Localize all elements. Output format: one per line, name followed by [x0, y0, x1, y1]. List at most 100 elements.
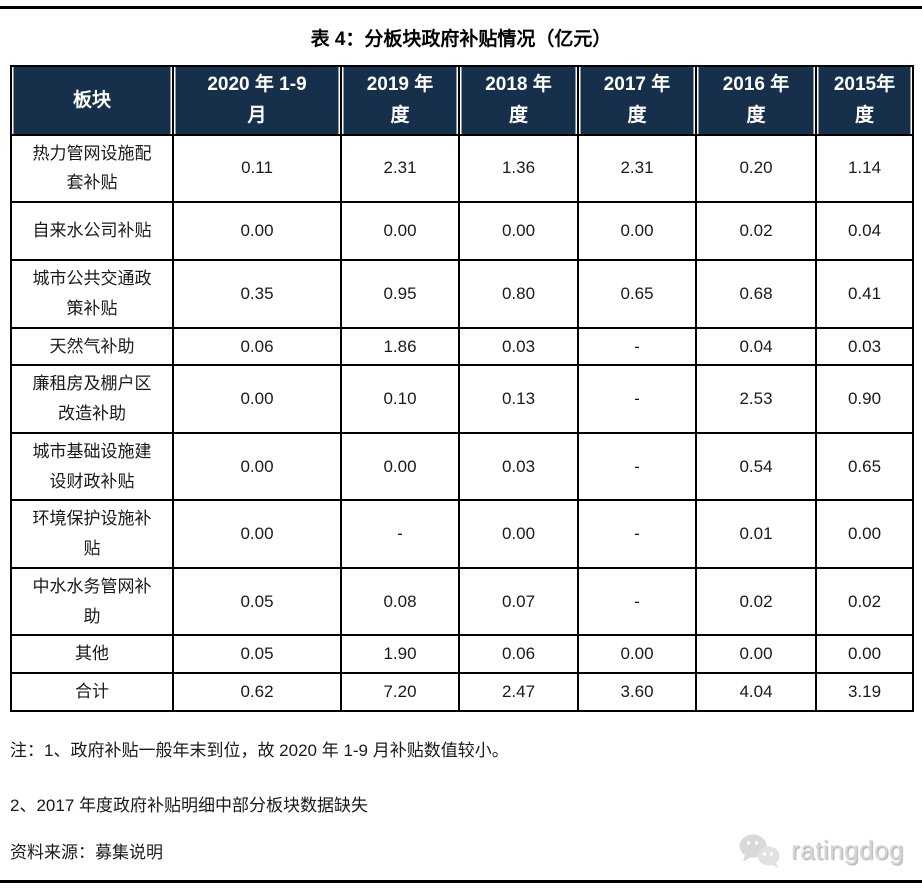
- header-label-line1: 2018 年: [485, 74, 552, 95]
- value-cell: -: [577, 364, 697, 434]
- header-cell-2017: 2017 年度: [577, 65, 696, 136]
- value-cell: 1.86: [340, 326, 460, 367]
- value-cell: 0.00: [815, 499, 914, 569]
- value-cell: 0.03: [815, 326, 914, 367]
- header-cell-2015: 2015年度: [815, 65, 914, 136]
- header-cell-2020-1-9: 2020 年 1-9 月: [172, 65, 341, 136]
- value-cell: 0.03: [458, 431, 579, 502]
- header-label-line1: 2019 年: [366, 74, 434, 95]
- row-label: 自来水公司补贴: [10, 201, 174, 262]
- value-cell: 0.02: [815, 566, 914, 637]
- top-divider: [0, 6, 922, 9]
- table-row: 自来水公司补贴 0.00 0.00 0.00 0.00 0.02 0.04: [10, 201, 914, 262]
- value-cell: 0.03: [458, 326, 579, 367]
- value-cell: 0.35: [172, 259, 342, 329]
- header-label-line2: 度: [390, 105, 410, 127]
- value-cell: -: [577, 431, 697, 502]
- ratingdog-logo: ratingdog: [736, 832, 904, 870]
- value-cell: 0.00: [815, 634, 914, 675]
- value-cell: 0.10: [340, 364, 460, 434]
- ratingdog-logo-text: ratingdog: [791, 835, 904, 866]
- value-cell: 0.00: [340, 201, 460, 262]
- row-label: 城市公共交通政策补贴: [10, 259, 174, 329]
- value-cell: -: [340, 499, 460, 569]
- header-row: 板块 2020 年 1-9 月 2019 年度 2018 年度 2017 年度 2016 …: [10, 65, 914, 136]
- value-cell: 1.14: [815, 133, 914, 204]
- value-cell: 0.54: [695, 431, 817, 502]
- header-label: 板块: [72, 89, 111, 111]
- table-row: 环境保护设施补贴 0.00-0.00-0.01 0.00: [10, 499, 914, 569]
- table-title: 表 4：分板块政府补贴情况（亿元）: [310, 29, 612, 50]
- value-cell: 2.53: [695, 364, 817, 434]
- table-row: 天然气补助 0.06 1.86 0.03-0.04 0.03: [10, 326, 914, 367]
- value-cell: 0.04: [815, 201, 914, 262]
- table-row: 城市公共交通政策补贴 0.35 0.95 0.80 0.65 0.68 0.41: [10, 259, 914, 329]
- table-row: 合计 0.62 7.20 2.47 3.60 4.04 3.19: [10, 672, 914, 712]
- value-cell: 4.04: [695, 672, 817, 712]
- ratingdog-dog-icon: [739, 834, 780, 868]
- table-row: 中水水务管网补助 0.05 0.08 0.07-0.02 0.02: [10, 566, 914, 637]
- table-row: 其他 0.05 1.90 0.06 0.00 0.00 0.00: [10, 634, 914, 675]
- value-cell: -: [577, 566, 697, 637]
- source-text: 资料来源：募集说明: [10, 843, 163, 863]
- value-cell: 0.05: [172, 566, 342, 637]
- header-label-line1: 2020 年 1-9: [207, 74, 307, 95]
- value-cell: 0.04: [695, 326, 817, 367]
- header-label-line1: 2015年: [833, 74, 896, 95]
- row-label: 热力管网设施配套补贴: [10, 133, 174, 204]
- header-label-line2: 月: [247, 105, 267, 127]
- row-label: 天然气补助: [10, 326, 174, 367]
- value-cell: 0.00: [340, 431, 460, 502]
- bottom-divider: [0, 879, 922, 883]
- value-cell: 0.95: [340, 259, 460, 329]
- source-row: 资料来源：募集说明 ratingdog: [10, 832, 912, 870]
- table-row: 热力管网设施配套补贴 0.11 2.31 1.36 2.31 0.20 1.14: [10, 133, 914, 204]
- header-label-line1: 2016 年: [722, 74, 790, 95]
- value-cell: 0.05: [172, 634, 342, 675]
- value-cell: 7.20: [340, 672, 460, 712]
- value-cell: 0.41: [815, 259, 914, 329]
- value-cell: 0.00: [172, 364, 342, 434]
- table-row: 廉租房及棚户区改造补助 0.00 0.10 0.13-2.53 0.90: [10, 364, 914, 434]
- value-cell: 0.00: [577, 634, 697, 675]
- row-label: 廉租房及棚户区改造补助: [10, 364, 174, 434]
- header-cell-2018: 2018 年度: [458, 65, 578, 136]
- value-cell: 0.00: [172, 431, 342, 502]
- header-cell-2016: 2016 年度: [695, 65, 816, 136]
- value-cell: 3.60: [577, 672, 697, 712]
- value-cell: -: [577, 326, 697, 367]
- header-label-line2: 度: [746, 105, 766, 127]
- value-cell: 0.06: [458, 634, 579, 675]
- value-cell: 0.02: [695, 566, 817, 637]
- value-cell: 0.90: [815, 364, 914, 434]
- value-cell: 0.01: [695, 499, 817, 569]
- value-cell: 0.00: [695, 634, 817, 675]
- header-label-line2: 度: [854, 105, 874, 127]
- header-cell-segment: 板块: [10, 65, 173, 136]
- header-label-line2: 度: [508, 105, 528, 127]
- row-label: 城市基础设施建设财政补贴: [10, 431, 174, 502]
- value-cell: 0.06: [172, 326, 342, 367]
- row-label: 合计: [10, 672, 174, 712]
- value-cell: 0.13: [458, 364, 579, 434]
- value-cell: 0.80: [458, 259, 579, 329]
- row-label: 中水水务管网补助: [10, 566, 174, 637]
- value-cell: 0.20: [695, 133, 817, 204]
- value-cell: 0.07: [458, 566, 579, 637]
- value-cell: 0.65: [577, 259, 697, 329]
- subsidy-table: 板块 2020 年 1-9 月 2019 年度 2018 年度 2017 年度 2016 …: [10, 65, 914, 712]
- value-cell: 2.31: [340, 133, 460, 204]
- value-cell: 1.90: [340, 634, 460, 675]
- header-label-line2: 度: [627, 105, 647, 127]
- value-cell: 0.00: [577, 201, 697, 262]
- note-1: 注：1、政府补贴一般年末到位，故 2020 年 1-9 月补贴数值较小。: [10, 740, 509, 760]
- value-cell: 0.08: [340, 566, 460, 637]
- header-label-line1: 2017 年: [603, 74, 671, 95]
- value-cell: 1.36: [458, 133, 579, 204]
- header-cell-2019: 2019 年度: [340, 65, 459, 136]
- value-cell: 0.11: [172, 133, 342, 204]
- value-cell: 2.31: [577, 133, 697, 204]
- value-cell: 2.47: [458, 672, 579, 712]
- value-cell: 0.62: [172, 672, 342, 712]
